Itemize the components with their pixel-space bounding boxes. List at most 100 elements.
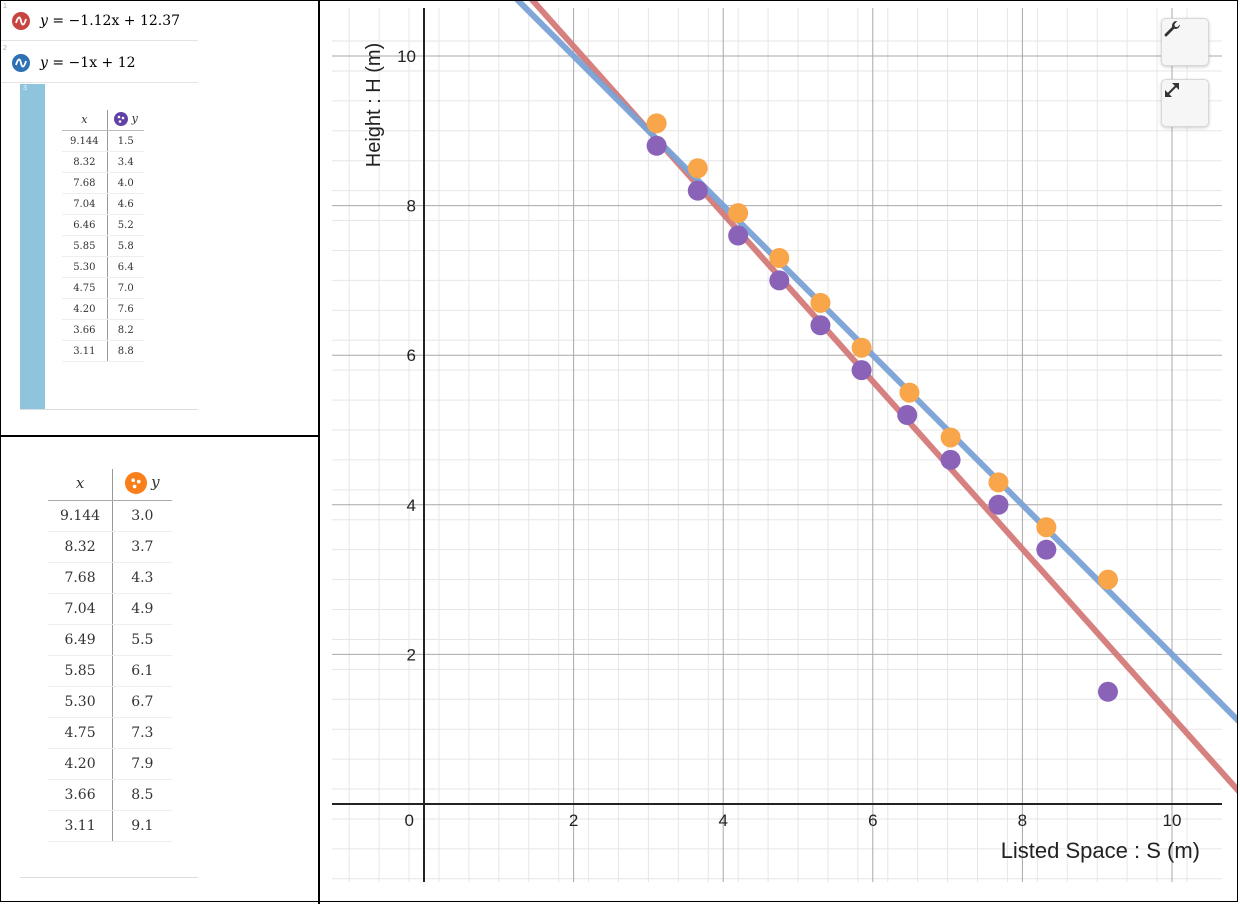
- cell-y[interactable]: 3.7: [112, 531, 172, 563]
- graph-canvas[interactable]: 0 2 4 6 8 10 2 4 6 8 10 Listed Space : S (m) Height …: [322, 0, 1238, 904]
- cell-x[interactable]: 8.32: [62, 151, 108, 173]
- cell-x[interactable]: 4.20: [48, 748, 114, 780]
- cell-x[interactable]: 7.04: [48, 593, 114, 625]
- cell-x[interactable]: 7.68: [62, 172, 108, 194]
- cell-y[interactable]: 4.0: [107, 172, 144, 194]
- curve-toggle-icon[interactable]: [12, 54, 30, 72]
- cell-y[interactable]: 3.4: [107, 151, 144, 173]
- table-row[interactable]: 5.85 6.1: [48, 655, 172, 687]
- table-row[interactable]: 4.20 7.9: [48, 748, 172, 780]
- cell-y[interactable]: 8.8: [107, 340, 144, 362]
- column-header-y[interactable]: y: [112, 469, 172, 501]
- table-row[interactable]: 7.04 4.9: [48, 593, 172, 625]
- y-tick-label: 10: [397, 47, 416, 66]
- purple-data-point: [1036, 539, 1057, 560]
- orange-data-point: [769, 247, 790, 268]
- table-row[interactable]: 4.20 7.6: [62, 298, 144, 320]
- table-row[interactable]: 3.66 8.5: [48, 779, 172, 811]
- expression-text[interactable]: y = −1.12x + 12.37: [40, 13, 181, 29]
- table-row[interactable]: 9.144 3.0: [48, 500, 172, 532]
- x-tick-label: 0: [405, 811, 414, 830]
- orange-data-point: [810, 292, 831, 313]
- cell-y[interactable]: 9.1: [112, 810, 172, 842]
- column-header-x: x: [48, 469, 114, 501]
- cell-x[interactable]: 4.20: [62, 298, 108, 320]
- curve-toggle-icon[interactable]: [12, 12, 30, 30]
- cell-x[interactable]: 3.11: [48, 810, 114, 842]
- purple-data-point: [851, 360, 872, 381]
- cell-y[interactable]: 4.3: [112, 562, 172, 594]
- cell-x[interactable]: 4.75: [48, 717, 114, 749]
- table-row[interactable]: 4.75 7.0: [62, 277, 144, 299]
- cell-y[interactable]: 8.5: [112, 779, 172, 811]
- cell-x[interactable]: 5.30: [48, 686, 114, 718]
- table-row[interactable]: 5.85 5.8: [62, 235, 144, 257]
- point-style-icon[interactable]: [125, 472, 148, 494]
- table-row[interactable]: 9.144 1.5: [62, 130, 144, 152]
- column-header-y[interactable]: y: [107, 110, 144, 131]
- cell-y[interactable]: 6.4: [107, 256, 144, 278]
- table-row[interactable]: 8.32 3.4: [62, 151, 144, 173]
- cell-y[interactable]: 5.2: [107, 214, 144, 236]
- x-axis-label: Listed Space : S (m): [1001, 838, 1200, 863]
- table-row[interactable]: 6.46 5.2: [62, 214, 144, 236]
- cell-y[interactable]: 7.3: [112, 717, 172, 749]
- cell-x[interactable]: 3.66: [62, 319, 108, 341]
- orange-data-table: x y 9.144 3.0 8.32 3.7 7.68 4.3 7.04 4.9 6.49 5.5…: [48, 469, 172, 842]
- cell-x[interactable]: 8.32: [48, 531, 114, 563]
- table-row[interactable]: 3.66 8.2: [62, 319, 144, 341]
- orange-data-point: [988, 472, 1009, 493]
- cell-x[interactable]: 3.66: [48, 779, 114, 811]
- x-tick-label: 2: [569, 811, 578, 830]
- cell-y[interactable]: 3.0: [112, 500, 172, 532]
- cell-x[interactable]: 6.49: [48, 624, 114, 656]
- cell-x[interactable]: 7.68: [48, 562, 114, 594]
- cell-x[interactable]: 3.11: [62, 340, 108, 362]
- expression-row-1[interactable]: 1 y = −1.12x + 12.37: [0, 2, 198, 41]
- y-tick-label: 6: [407, 346, 416, 365]
- table-row[interactable]: 5.30 6.4: [62, 256, 144, 278]
- cell-x[interactable]: 5.30: [62, 256, 108, 278]
- table-row[interactable]: 3.11 8.8: [62, 340, 144, 362]
- expression-number: 1: [3, 3, 7, 10]
- purple-data-point: [1097, 681, 1118, 702]
- expression-text[interactable]: y = −1x + 12: [40, 55, 136, 71]
- graph-svg[interactable]: 0 2 4 6 8 10 2 4 6 8 10 Listed Space : S (m) Height …: [322, 0, 1238, 904]
- selected-expression-bar[interactable]: 3: [20, 84, 45, 410]
- divider: [20, 877, 198, 878]
- cell-y[interactable]: 7.9: [112, 748, 172, 780]
- cell-y[interactable]: 5.8: [107, 235, 144, 257]
- table-row[interactable]: 7.04 4.6: [62, 193, 144, 215]
- table-row[interactable]: 7.68 4.3: [48, 562, 172, 594]
- cell-y[interactable]: 5.5: [112, 624, 172, 656]
- point-style-icon[interactable]: [113, 112, 128, 126]
- cell-x[interactable]: 7.04: [62, 193, 108, 215]
- table-row[interactable]: 7.68 4.0: [62, 172, 144, 194]
- cell-x[interactable]: 5.85: [62, 235, 108, 257]
- table-row[interactable]: 8.32 3.7: [48, 531, 172, 563]
- cell-y[interactable]: 7.0: [107, 277, 144, 299]
- cell-x[interactable]: 4.75: [62, 277, 108, 299]
- table-row[interactable]: 6.49 5.5: [48, 624, 172, 656]
- cell-x[interactable]: 9.144: [48, 500, 114, 532]
- cell-y[interactable]: 7.6: [107, 298, 144, 320]
- cell-y[interactable]: 6.1: [112, 655, 172, 687]
- orange-data-point: [1097, 569, 1118, 590]
- table-row[interactable]: 3.11 9.1: [48, 810, 172, 842]
- y-tick-label: 4: [407, 496, 416, 515]
- expression-row-2[interactable]: 2 y = −1x + 12: [0, 44, 198, 83]
- cell-y[interactable]: 1.5: [107, 130, 144, 152]
- trend-line-2: [513, 0, 1238, 725]
- orange-table-panel: x y 9.144 3.0 8.32 3.7 7.68 4.3 7.04 4.9 6.49 5.5…: [0, 437, 320, 904]
- cell-x[interactable]: 5.85: [48, 655, 114, 687]
- cell-x[interactable]: 6.46: [62, 214, 108, 236]
- table-row[interactable]: 5.30 6.7: [48, 686, 172, 718]
- table-row[interactable]: 4.75 7.3: [48, 717, 172, 749]
- cell-y[interactable]: 8.2: [107, 319, 144, 341]
- graph-settings-button[interactable]: [1161, 18, 1209, 66]
- cell-x[interactable]: 9.144: [62, 130, 108, 152]
- cell-y[interactable]: 4.6: [107, 193, 144, 215]
- cell-y[interactable]: 4.9: [112, 593, 172, 625]
- cell-y[interactable]: 6.7: [112, 686, 172, 718]
- zoom-fit-button[interactable]: [1161, 79, 1209, 127]
